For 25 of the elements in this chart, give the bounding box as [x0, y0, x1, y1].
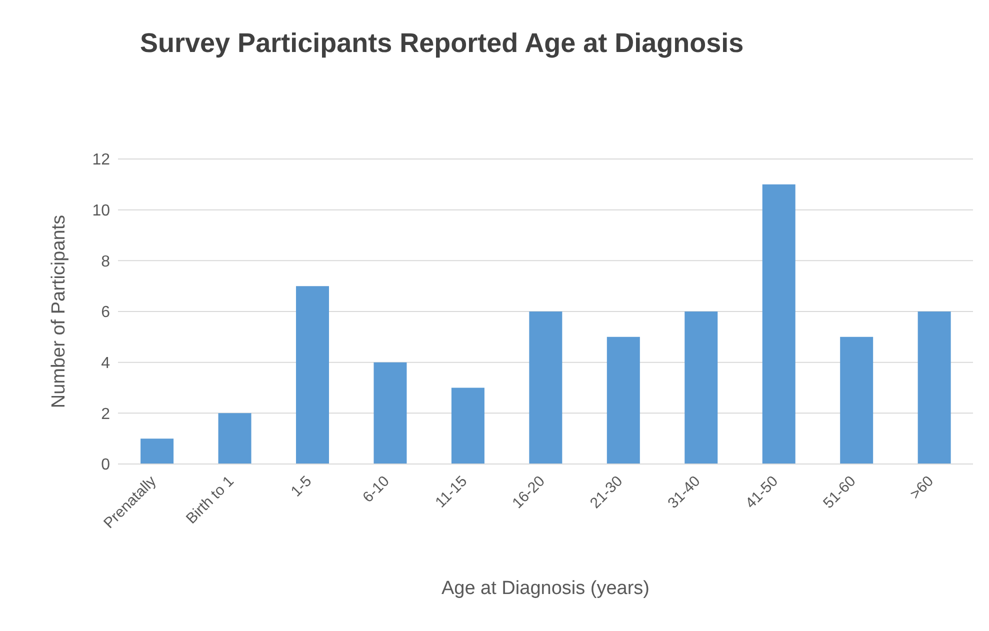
bar	[684, 312, 718, 464]
bar	[840, 336, 874, 464]
bar	[529, 312, 562, 464]
y-tick-label: 12	[92, 152, 110, 169]
bar	[374, 362, 407, 464]
y-tick-label: 6	[101, 304, 110, 322]
bar	[218, 413, 252, 464]
bar	[451, 388, 484, 464]
x-tick-label: 6-10	[360, 472, 393, 506]
y-tick-label: 0	[101, 456, 110, 474]
y-tick-label: 10	[92, 202, 110, 220]
bar	[762, 184, 796, 464]
x-tick-label: >60	[906, 472, 937, 503]
bar	[296, 286, 329, 464]
x-axis-title: Age at Diagnosis (years)	[441, 578, 650, 599]
bar	[140, 438, 174, 464]
y-tick-label: 2	[101, 406, 110, 423]
y-tick-label: 8	[101, 253, 110, 270]
chart-title: Survey Participants Reported Age at Diagnosis	[140, 28, 744, 59]
bar	[918, 312, 951, 464]
y-axis-title: Number of Participants	[48, 214, 70, 408]
bar	[606, 336, 640, 464]
x-tick-label: 1-5	[288, 472, 316, 500]
y-tick-label: 4	[101, 355, 110, 372]
x-tick-label: Birth to 1	[182, 472, 238, 528]
